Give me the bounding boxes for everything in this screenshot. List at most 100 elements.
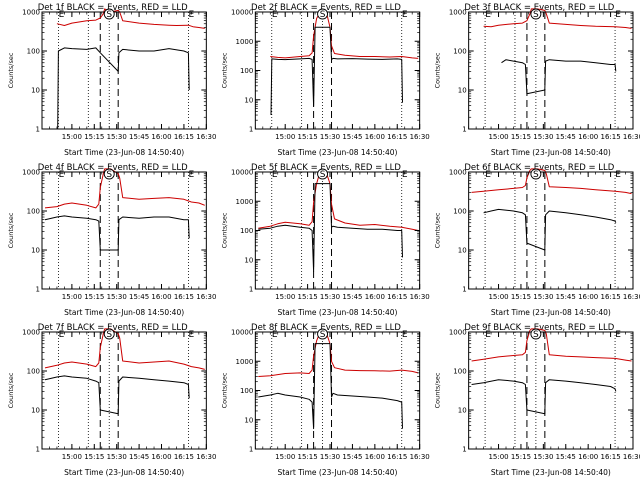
x-tick-label: 16:15: [600, 133, 620, 141]
event-marker-s: S: [320, 330, 326, 340]
y-tick-label: 1: [249, 126, 253, 134]
event-marker-e: E: [402, 170, 408, 180]
y-tick-label: 1000: [449, 329, 467, 337]
y-axis-label: Counts/sec: [220, 52, 228, 88]
series-line-lld: [258, 172, 419, 231]
plot-frame: [254, 11, 421, 130]
y-tick-label: 1: [462, 286, 466, 294]
series-line-lld: [56, 8, 205, 29]
series-line-events: [44, 215, 190, 251]
x-axis-label: Start Time (23-Jun-08 14:50:40): [277, 148, 397, 157]
x-tick-label: 15:45: [342, 453, 362, 461]
y-axis-label: Counts/sec: [7, 212, 15, 248]
event-marker-e: E: [272, 330, 278, 340]
chart-title: Det 2f BLACK = Events, RED = LLD: [251, 3, 401, 13]
x-tick-label: 16:15: [174, 453, 194, 461]
x-tick-label: 15:15: [298, 293, 318, 301]
event-marker-e: E: [485, 330, 491, 340]
event-marker-s: S: [533, 10, 539, 20]
x-tick-label: 15:00: [62, 133, 82, 141]
sun-marker-circle: [103, 328, 115, 340]
x-tick-label: 15:00: [275, 453, 295, 461]
event-marker-e: E: [189, 330, 195, 340]
event-marker-s: S: [106, 170, 112, 180]
x-tick-label: 15:30: [107, 133, 127, 141]
x-axis-label: Start Time (23-Jun-08 14:50:40): [491, 308, 611, 317]
series-line-lld: [44, 328, 205, 370]
x-tick-label: 16:00: [151, 293, 171, 301]
chart-panel-9: Det 9f BLACK = Events, RED = LLD Counts/s…: [434, 323, 640, 477]
x-tick-label: 16:15: [387, 293, 407, 301]
y-axis-label: Counts/sec: [220, 212, 228, 248]
x-tick-label: 15:30: [320, 133, 340, 141]
x-tick-label: 15:15: [84, 453, 104, 461]
chart-panel-2: Det 2f BLACK = Events, RED = LLD Counts/s…: [220, 3, 429, 157]
x-tick-label: 15:30: [107, 453, 127, 461]
x-tick-label: 16:00: [365, 453, 385, 461]
y-axis-label: Counts/sec: [434, 52, 442, 88]
x-tick-label: 15:30: [320, 453, 340, 461]
x-tick-label: 15:15: [84, 293, 104, 301]
chart-title: Det 4f BLACK = Events, RED = LLD: [38, 163, 188, 173]
y-tick-label: 1000: [22, 329, 40, 337]
y-tick-label: 10000: [231, 329, 253, 337]
chart-panel-1: Det 1f BLACK = Events, RED = LLD Counts/s…: [7, 3, 216, 157]
sun-marker-circle: [317, 8, 329, 20]
event-marker-e: E: [485, 10, 491, 20]
series-line-lld: [44, 168, 205, 209]
y-tick-label: 10: [244, 96, 253, 104]
y-tick-label: 100: [453, 48, 466, 56]
y-tick-label: 10: [244, 416, 253, 424]
chart-panel-5: Det 5f BLACK = Events, RED = LLD Counts/s…: [220, 163, 429, 317]
y-axis-label: Counts/sec: [220, 372, 228, 408]
x-tick-label: 16:15: [174, 293, 194, 301]
event-marker-e: E: [615, 10, 621, 20]
x-tick-label: 15:00: [62, 293, 82, 301]
y-tick-label: 1000: [236, 358, 254, 366]
x-axis-label: Start Time (23-Jun-08 14:50:40): [491, 468, 611, 477]
event-marker-s: S: [320, 10, 326, 20]
chart-panel-6: Det 6f BLACK = Events, RED = LLD Counts/s…: [434, 163, 640, 317]
x-tick-label: 15:45: [342, 293, 362, 301]
event-marker-s: S: [106, 330, 112, 340]
plot-frame: [41, 171, 207, 290]
x-tick-label: 16:30: [623, 293, 640, 301]
series-line-events: [471, 379, 617, 415]
x-tick-label: 15:15: [511, 133, 531, 141]
y-tick-label: 1: [462, 126, 466, 134]
x-axis-label: Start Time (23-Jun-08 14:50:40): [64, 148, 184, 157]
series-line-events: [270, 26, 403, 116]
y-tick-label: 10000: [231, 9, 253, 17]
y-tick-label: 100: [27, 368, 40, 376]
event-marker-e: E: [272, 10, 278, 20]
x-tick-label: 16:30: [623, 453, 640, 461]
x-tick-label: 15:15: [511, 293, 531, 301]
x-tick-label: 15:30: [533, 453, 553, 461]
x-tick-label: 15:45: [556, 133, 576, 141]
y-tick-label: 1000: [22, 9, 40, 17]
x-tick-label: 16:30: [410, 293, 430, 301]
y-tick-label: 10: [458, 407, 467, 415]
event-marker-s: S: [533, 170, 539, 180]
y-tick-label: 1: [462, 446, 466, 454]
sun-marker-circle: [530, 168, 542, 180]
y-tick-label: 10: [458, 247, 467, 255]
series-line-lld: [471, 328, 632, 362]
y-tick-label: 1: [249, 286, 253, 294]
y-axis-label: Counts/sec: [434, 212, 442, 248]
x-axis-label: Start Time (23-Jun-08 14:50:40): [491, 148, 611, 157]
series-line-events: [501, 59, 617, 95]
plot-frame: [468, 331, 634, 450]
event-marker-e: E: [59, 170, 65, 180]
x-axis-label: Start Time (23-Jun-08 14:50:40): [277, 308, 397, 317]
y-tick-label: 1: [36, 126, 40, 134]
x-tick-label: 15:00: [275, 133, 295, 141]
series-line-lld: [270, 12, 419, 59]
x-tick-label: 15:45: [129, 133, 149, 141]
x-tick-label: 15:45: [129, 293, 149, 301]
chart-title: Det 7f BLACK = Events, RED = LLD: [38, 323, 188, 333]
event-marker-e: E: [189, 170, 195, 180]
plot-frame: [254, 331, 421, 450]
series-line-events: [483, 208, 617, 251]
